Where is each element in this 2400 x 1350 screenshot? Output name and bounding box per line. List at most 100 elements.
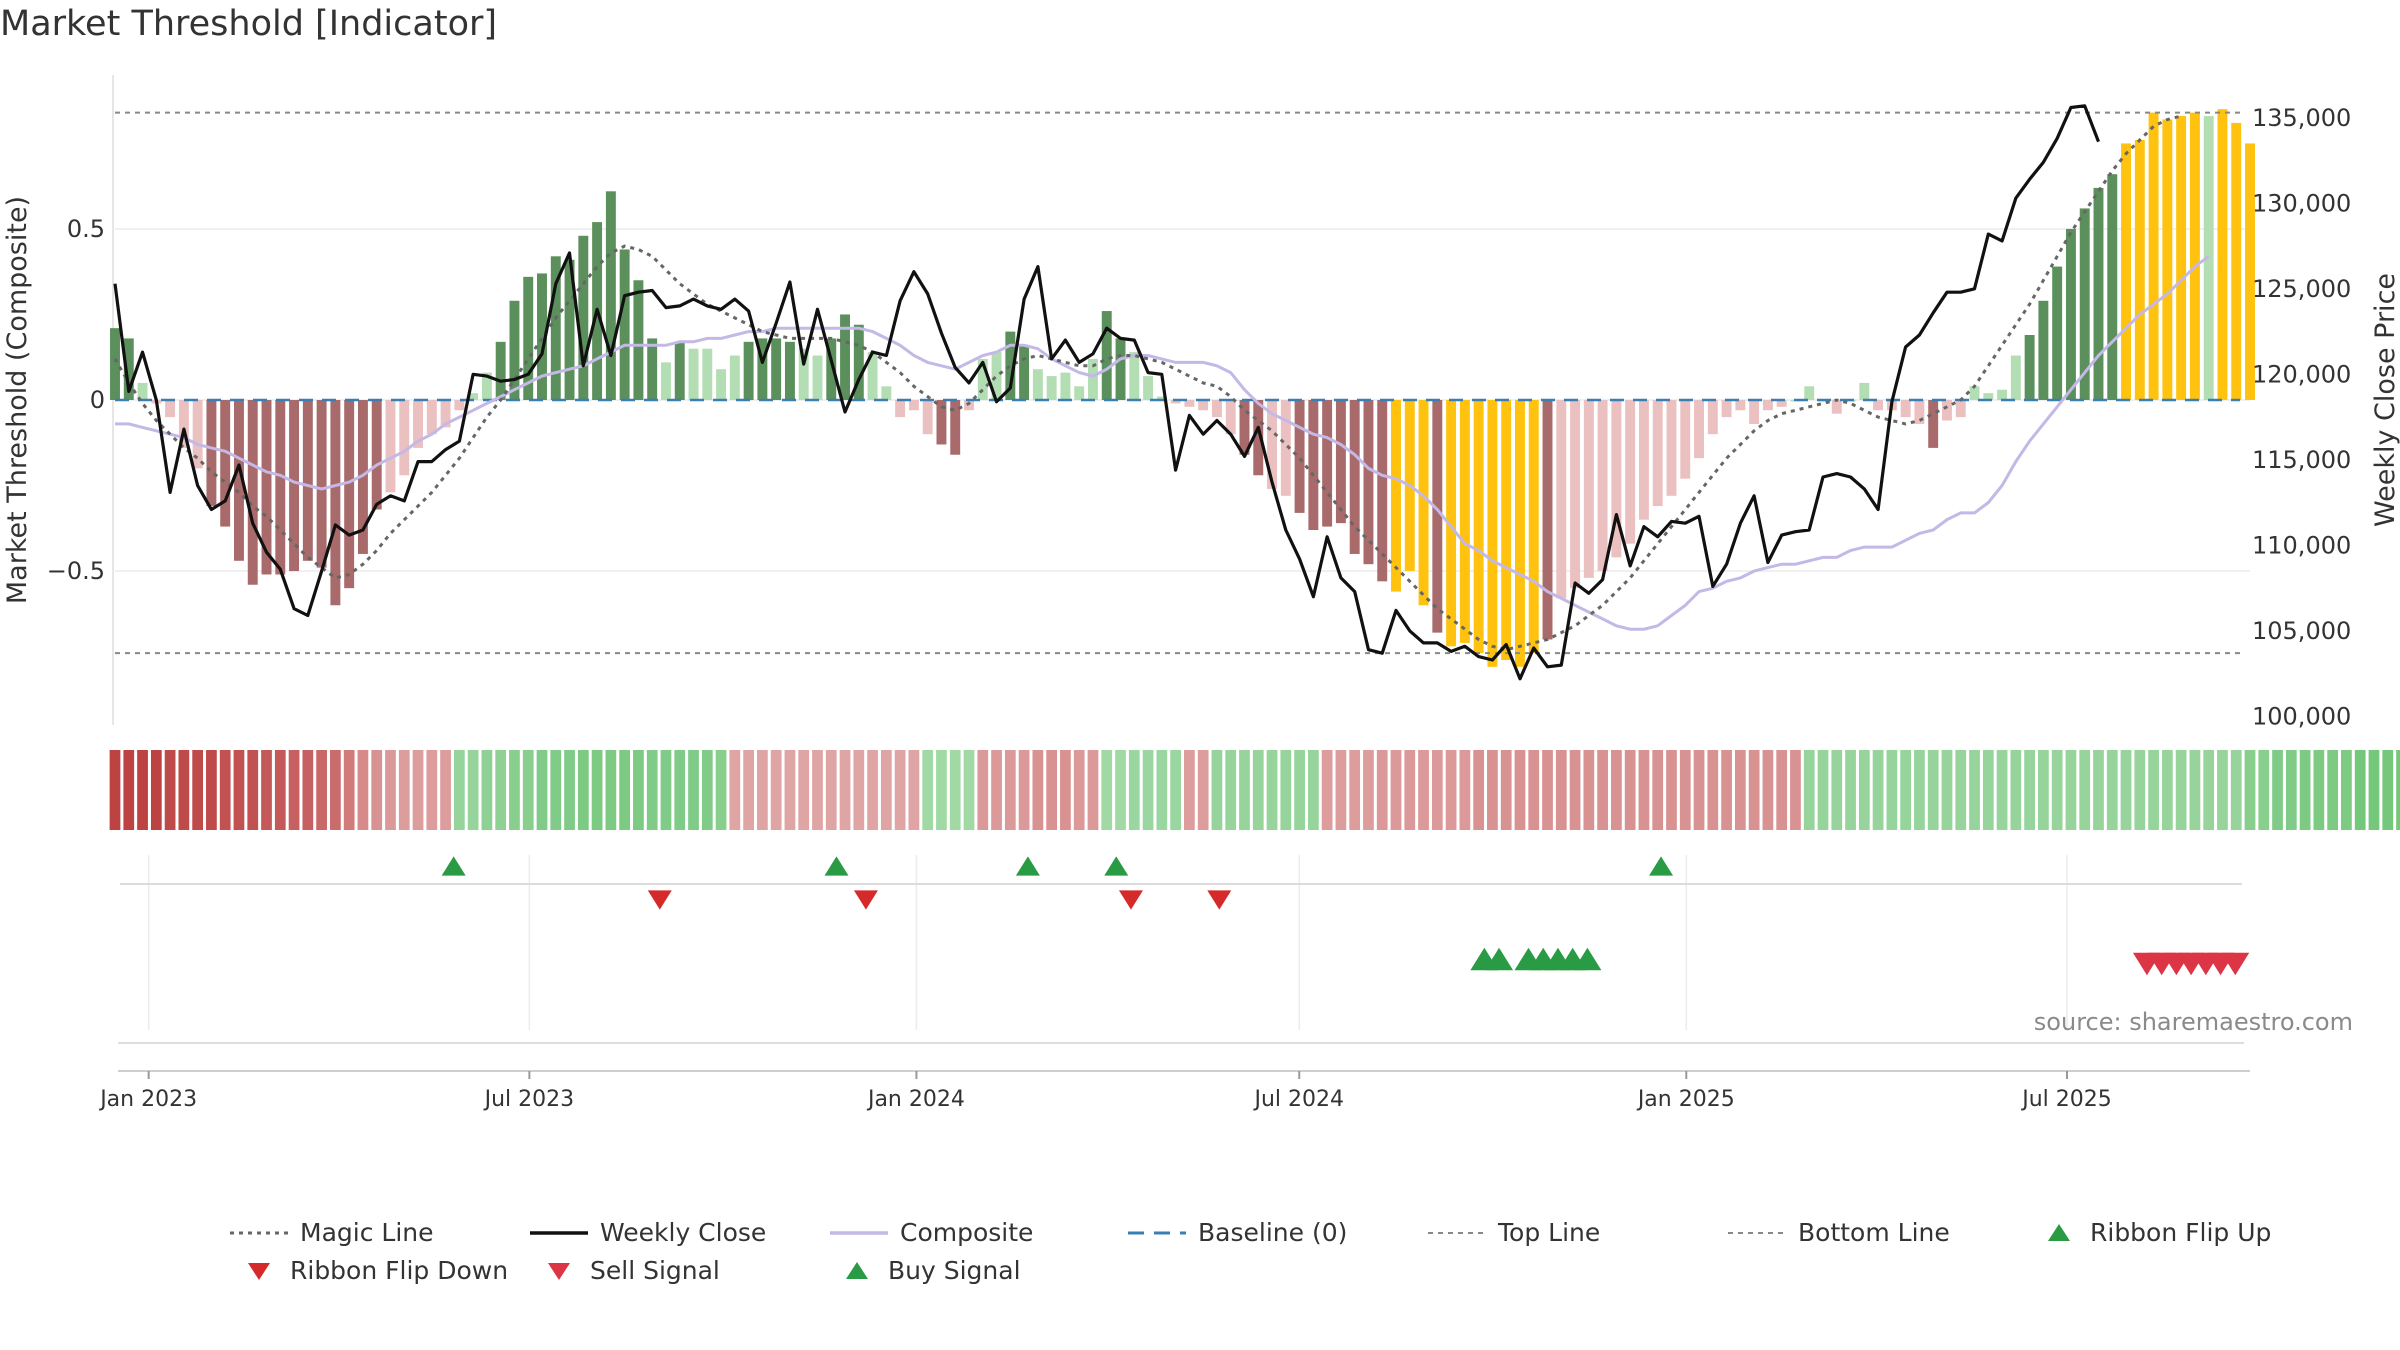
histogram-bar [523,276,534,400]
ribbon-cell [233,750,245,830]
ribbon-flip-down-marker [853,890,878,910]
ribbon-cell [1500,750,1512,830]
ribbon-cell [660,750,672,830]
histogram-bar [1115,338,1126,400]
ribbon-cell [1569,750,1581,830]
histogram-bar [1804,386,1815,400]
histogram-bar [178,400,189,448]
ribbon-flip-down-marker [1207,890,1232,910]
histogram-bar [1253,400,1264,476]
y-right-tick-label: 100,000 [2252,702,2351,730]
histogram-bar [1721,400,1732,418]
histogram-bar [495,341,506,400]
ribbon-cell [936,750,947,830]
ribbon-cell [398,750,410,830]
histogram-bar [1583,400,1594,578]
histogram-bar [1955,400,1966,418]
ribbon-cell [564,750,575,830]
ribbon-cell [1707,750,1719,830]
ribbon-cell [522,750,534,830]
ribbon-cell [1624,750,1636,830]
histogram-bar [1363,400,1374,565]
histogram-bar [1873,400,1884,411]
histogram-bar [2217,109,2228,401]
histogram-bar [1914,400,1925,424]
histogram-bar [1088,358,1098,400]
legend-item: Ribbon Flip Up [2044,1218,2271,1247]
y-right-tick-label: 125,000 [2252,275,2351,303]
histogram-bar [371,400,382,510]
ribbon-cell [853,750,865,830]
y-right-tick-label: 105,000 [2252,617,2351,645]
ribbon-flip-up-marker [1104,856,1129,876]
x-tick-label: Jan 2023 [98,1087,197,1112]
histogram-bar [840,314,850,400]
legend-label: Sell Signal [590,1256,720,1285]
ribbon-cell [715,750,727,830]
histogram-bar [2162,119,2173,400]
histogram-bar [1638,400,1649,520]
ribbon-cell [591,750,603,830]
histogram-bar [881,386,892,400]
ribbon-cell [1211,750,1223,830]
histogram-bar [1060,372,1071,400]
ribbon-cell [1914,750,1925,830]
ribbon-cell [1073,750,1085,830]
histogram-bar [798,348,809,400]
histogram-bar [1432,400,1443,633]
ribbon-cell [743,750,754,830]
histogram-bar [826,338,837,400]
legend-item: Buy Signal [842,1256,1021,1285]
ribbon-cell [1955,750,1967,830]
histogram-bar [1928,400,1939,448]
ribbon-cell [977,750,989,830]
histogram-bar [1129,352,1140,400]
x-tick-label: Jul 2024 [1252,1087,1344,1112]
ribbon-cell [1790,750,1801,830]
histogram-bar [1019,345,1030,400]
ribbon-cell [1101,750,1113,830]
ribbon-cell [2175,750,2187,830]
legend-label: Magic Line [300,1218,434,1247]
histogram-bar [688,348,699,400]
ribbon-cell [2341,750,2352,830]
ribbon-cell [688,750,699,830]
histogram-bar [1997,389,2008,400]
legend-item: Sell Signal [544,1256,720,1285]
histogram-bar [1156,396,1167,400]
ribbon-cell [1611,750,1622,830]
histogram-bar [605,191,616,400]
histogram-bar [220,400,231,527]
ribbon-cell [1363,750,1374,830]
ribbon-cell [1762,750,1774,830]
histogram-bar [716,369,727,400]
histogram-bar [578,235,589,400]
ribbon-cell [1225,750,1237,830]
histogram-bar [302,400,313,561]
ribbon-cell [605,750,617,830]
histogram-bar [2065,228,2076,400]
histogram-bar [2176,116,2187,400]
ribbon-cell [2272,750,2283,830]
histogram-bar [1859,382,1870,400]
ribbon-cell [1597,750,1608,830]
ribbon-cell [1239,750,1250,830]
ribbon-cell [825,750,837,830]
ribbon-cell [2106,750,2118,830]
ribbon-cell [481,750,493,830]
histogram-bar [123,338,134,400]
histogram-bar [385,400,396,493]
histogram-bar [357,400,368,554]
ribbon-cell [178,750,190,830]
ribbon-cell [1445,750,1457,830]
ribbon-cell [577,750,589,830]
histogram-bar [1969,386,1980,400]
legend-label: Composite [900,1218,1034,1247]
ribbon-cell [619,750,631,830]
ribbon-cell [2024,750,2035,830]
ribbon-flip-up-marker [1015,856,1040,876]
ribbon-cell [1927,750,1939,830]
ribbon-cell [798,750,810,830]
ribbon-flip-up-marker [824,856,849,876]
